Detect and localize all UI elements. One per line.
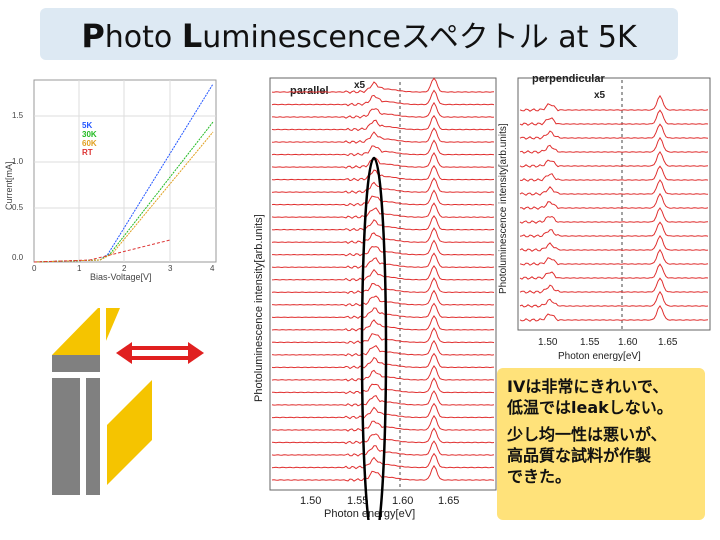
spectrum-trace — [520, 192, 709, 210]
pl-par-xtick: 1.65 — [438, 495, 459, 507]
waveguide-block — [52, 355, 100, 495]
spectrum-trace — [271, 315, 495, 332]
pl-parallel-chart: Photoluminescence intensity[arb.units] p… — [253, 77, 497, 520]
slide-title: Photo Luminescenceスペクトル at 5K — [81, 17, 637, 55]
spectrum-trace — [271, 327, 495, 345]
comment-note: IVは非常にきれいで、 低温ではleakしない。 少し均一性は悪いが、 高品質な試料… — [497, 368, 705, 520]
spectrum-trace — [519, 207, 709, 224]
iv-ytick: 1.5 — [12, 111, 24, 120]
spectrum-trace — [271, 265, 495, 282]
spectrum-trace — [272, 239, 494, 257]
pl-par-xlabel: Photon energy[eV] — [324, 508, 415, 520]
spectrum-trace — [271, 414, 495, 432]
spectrum-trace — [271, 352, 495, 370]
pl-perp-traces — [519, 94, 709, 322]
note-line: IVは非常にきれいで、 — [507, 377, 669, 396]
pl-perp-xtick: 1.65 — [658, 337, 678, 348]
spectrum-trace — [271, 189, 495, 207]
iv-chart: Current[mA] Bias-Voltage[V] 0.0 0.5 1.0 … — [4, 79, 217, 282]
spectrum-trace — [519, 179, 709, 196]
pl-perp-label: perpendicular — [532, 73, 605, 85]
spectrum-trace — [271, 339, 495, 357]
spectrum-trace — [271, 89, 495, 107]
iv-curve-60k — [33, 131, 214, 263]
iv-xtick: 2 — [122, 264, 127, 273]
iv-ytick: 1.0 — [12, 157, 24, 166]
spectrum-trace — [271, 139, 495, 157]
spectrum-trace — [519, 136, 709, 154]
title-banner: Photo Luminescenceスペクトル at 5K — [40, 8, 678, 60]
pl-par-traces — [271, 77, 495, 482]
spectrum-trace — [271, 252, 495, 269]
spectrum-trace — [519, 165, 709, 182]
pl-par-xtick: 1.50 — [300, 495, 321, 507]
legend-60k: 60K — [82, 139, 97, 148]
pl-par-label: parallel — [290, 85, 329, 97]
spectrum-trace — [519, 94, 709, 112]
spectrum-trace — [519, 109, 709, 126]
spectrum-trace — [519, 304, 709, 322]
iv-xtick: 0 — [32, 264, 37, 273]
iv-ylabel: Current[mA] — [4, 161, 14, 210]
pl-perp-x5: x5 — [594, 90, 606, 101]
spectrum-trace — [271, 164, 495, 182]
pl-perp-ylabel: Photoluminescence intensity[arb.units] — [498, 123, 509, 294]
pl-par-xtick: 1.60 — [392, 495, 413, 507]
spectrum-trace — [519, 248, 709, 266]
pl-perp-xlabel: Photon energy[eV] — [558, 351, 641, 362]
spectrum-trace — [272, 101, 495, 119]
device-illustration — [52, 308, 204, 495]
iv-ytick: 0.0 — [12, 253, 24, 262]
pl-perp-xtick: 1.55 — [580, 337, 600, 348]
note-line: 高品質な試料が作製 — [507, 446, 652, 465]
pl-par-xtick: 1.55 — [347, 495, 368, 507]
spectrum-trace — [271, 364, 495, 382]
legend-rt: RT — [82, 148, 93, 157]
polarization-arrow — [116, 342, 204, 364]
note-line: 少し均一性は悪いが、 — [507, 425, 667, 444]
spectrum-trace — [271, 127, 495, 144]
spectrum-trace — [519, 123, 709, 140]
iv-xlabel: Bias-Voltage[V] — [90, 272, 152, 282]
spectrum-trace — [271, 377, 495, 395]
spectrum-trace — [519, 234, 709, 252]
iv-xtick: 1 — [77, 264, 82, 273]
highlight-ellipse — [360, 156, 388, 520]
spectrum-trace — [519, 290, 709, 308]
pl-perpendicular-chart: Photoluminescence intensity[arb.units] p… — [498, 73, 711, 362]
pl-perp-xtick: 1.50 — [538, 337, 558, 348]
gold-top-plate — [52, 308, 120, 355]
iv-xtick: 4 — [210, 264, 215, 273]
iv-curve-rt — [33, 239, 171, 263]
note-line: 低温ではleakしない。 — [507, 398, 673, 417]
spectrum-trace — [271, 152, 495, 169]
pl-par-x5: x5 — [354, 80, 366, 91]
legend-30k: 30K — [82, 130, 97, 139]
spectrum-trace — [271, 114, 495, 132]
spectrum-trace — [271, 177, 495, 194]
spectrum-trace — [519, 277, 709, 294]
spectrum-trace — [271, 277, 495, 295]
iv-ytick: 0.5 — [12, 203, 24, 212]
iv-xtick: 3 — [168, 264, 173, 273]
spectrum-trace — [519, 263, 709, 280]
spectrum-trace — [519, 221, 709, 238]
gold-side-plate — [107, 380, 152, 485]
legend-5k: 5K — [82, 121, 92, 130]
spectrum-trace — [271, 289, 495, 307]
spectrum-trace — [519, 150, 709, 168]
spectrum-trace — [271, 427, 495, 445]
pl-perp-xtick: 1.60 — [618, 337, 638, 348]
note-line: できた。 — [507, 467, 572, 486]
spectrum-trace — [271, 390, 495, 407]
spectrum-trace — [272, 402, 495, 420]
pl-par-ylabel: Photoluminescence intensity[arb.units] — [253, 214, 265, 402]
spectrum-trace — [271, 302, 495, 319]
spectrum-trace — [271, 77, 495, 94]
